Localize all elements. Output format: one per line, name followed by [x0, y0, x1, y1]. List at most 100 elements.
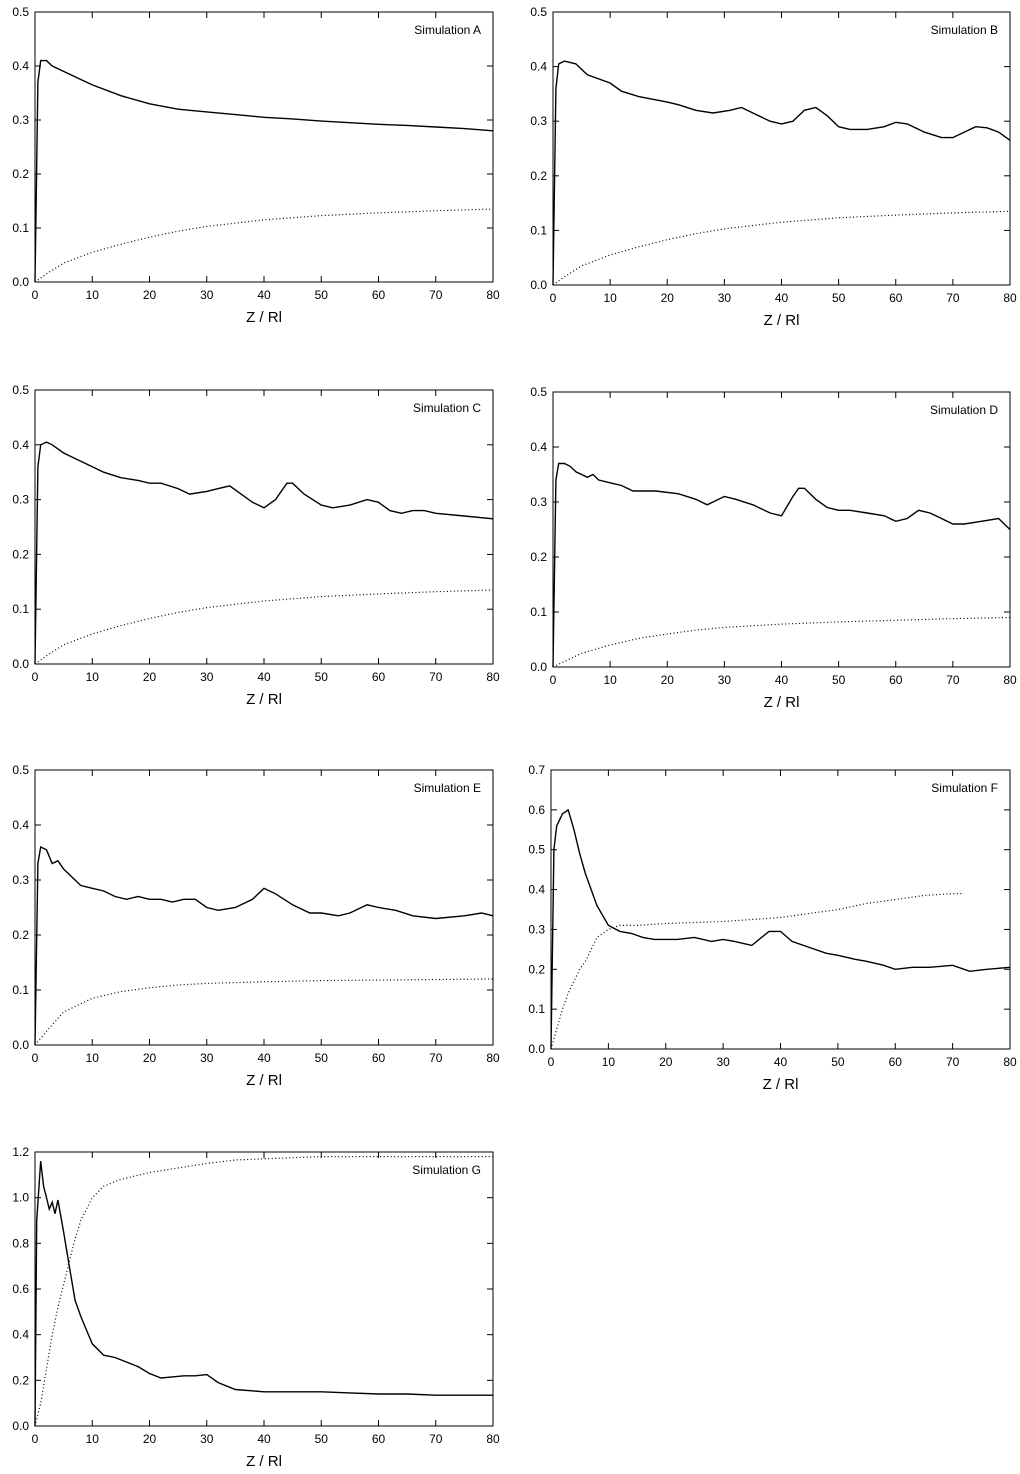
x-tick-label: 10	[86, 670, 100, 684]
dotted-series-line	[552, 210, 1011, 286]
y-tick-label: 0.1	[12, 221, 29, 235]
y-tick-label: 0.5	[530, 385, 547, 399]
x-tick-label: 70	[429, 670, 443, 684]
x-tick-label: 80	[486, 288, 500, 302]
y-tick-label: 0.3	[530, 114, 547, 128]
y-tick-label: 0.4	[12, 1328, 29, 1342]
x-tick-label: 0	[550, 291, 557, 305]
y-tick-label: 0.3	[12, 113, 29, 127]
y-tick-label: 0.0	[12, 1038, 29, 1052]
dotted-series-line	[34, 208, 494, 283]
x-tick-label: 10	[603, 291, 617, 305]
y-tick-label: 0.6	[528, 803, 545, 817]
y-tick-label: 1.0	[12, 1191, 29, 1205]
x-tick-label: 70	[946, 1055, 960, 1069]
x-axis-title: Z / Rl	[763, 1076, 799, 1093]
y-tick-label: 0.0	[528, 1042, 545, 1056]
x-tick-label: 70	[429, 288, 443, 302]
x-tick-label: 50	[832, 673, 846, 687]
y-tick-label: 0.5	[12, 763, 29, 777]
x-tick-label: 40	[774, 1055, 788, 1069]
y-tick-label: 0.3	[530, 495, 547, 509]
x-tick-label: 60	[372, 670, 386, 684]
plot-frame	[552, 391, 1011, 668]
x-tick-label: 30	[718, 291, 732, 305]
x-tick-label: 80	[486, 1432, 500, 1446]
y-tick-label: 0.4	[12, 438, 29, 452]
x-tick-label: 60	[889, 673, 903, 687]
x-tick-label: 70	[429, 1051, 443, 1065]
solid-series-line	[34, 845, 494, 1046]
y-tick-label: 0.2	[12, 167, 29, 181]
x-tick-label: 20	[143, 670, 157, 684]
y-tick-label: 0.1	[528, 1002, 545, 1016]
y-tick-label: 0.2	[530, 550, 547, 564]
panel-title: Simulation E	[414, 781, 481, 795]
x-tick-label: 20	[661, 673, 675, 687]
x-tick-label: 60	[372, 1051, 386, 1065]
y-tick-label: 0.7	[528, 763, 545, 777]
solid-series-line	[552, 60, 1011, 286]
x-tick-label: 40	[257, 288, 271, 302]
x-axis-title: Z / Rl	[246, 691, 282, 708]
x-axis-title: Z / Rl	[246, 1072, 282, 1089]
plot-frame	[34, 769, 494, 1046]
plot-frame	[552, 11, 1011, 286]
x-tick-label: 30	[716, 1055, 730, 1069]
y-tick-label: 0.1	[530, 605, 547, 619]
x-tick-label: 20	[661, 291, 675, 305]
x-tick-label: 10	[86, 1051, 100, 1065]
y-tick-label: 0.2	[12, 547, 29, 561]
panel-title: Simulation A	[414, 23, 481, 37]
y-tick-label: 0.4	[530, 440, 547, 454]
plot-frame	[34, 389, 494, 665]
x-tick-label: 70	[946, 291, 960, 305]
y-tick-label: 0.4	[530, 60, 547, 74]
y-tick-label: 0.5	[530, 5, 547, 19]
chart-panel-3: 0 10 20 30 40 50 60 70 80 0.0 0.1 0.2 0.3 0.4 0.5 Simul…	[530, 385, 1017, 711]
x-tick-label: 10	[603, 673, 617, 687]
x-axis-title: Z / Rl	[246, 1453, 282, 1470]
chart-panel-4: 0 10 20 30 40 50 60 70 80 0.0 0.1 0.2 0.3 0.4 0.5 Simul…	[12, 763, 500, 1089]
y-tick-label: 0.1	[12, 602, 29, 616]
y-tick-label: 0.3	[528, 922, 545, 936]
x-tick-label: 20	[143, 288, 157, 302]
y-tick-label: 0.5	[12, 5, 29, 19]
x-tick-label: 50	[315, 1051, 329, 1065]
chart-panel-5: 0 10 20 30 40 50 60 70 80 0.0 0.1 0.2 0.3 0.4 0.5 0.6 0.…	[528, 763, 1017, 1093]
x-tick-label: 50	[315, 288, 329, 302]
dotted-series-line	[552, 616, 1011, 668]
panel-title: Simulation G	[412, 1163, 481, 1177]
solid-series-line	[552, 462, 1011, 668]
x-tick-label: 50	[315, 1432, 329, 1446]
x-tick-label: 30	[200, 1051, 214, 1065]
x-tick-label: 0	[32, 288, 39, 302]
x-axis-title: Z / Rl	[764, 312, 800, 329]
x-tick-label: 0	[32, 1432, 39, 1446]
panel-title: Simulation D	[930, 403, 998, 417]
x-tick-label: 80	[1003, 291, 1017, 305]
x-tick-label: 50	[831, 1055, 845, 1069]
x-tick-label: 60	[372, 288, 386, 302]
y-tick-label: 0.0	[12, 657, 29, 671]
x-tick-label: 30	[200, 1432, 214, 1446]
x-tick-label: 0	[32, 1051, 39, 1065]
x-tick-label: 20	[143, 1051, 157, 1065]
x-tick-label: 40	[257, 670, 271, 684]
solid-series-line	[34, 441, 494, 665]
x-tick-label: 80	[1003, 673, 1017, 687]
y-tick-label: 0.5	[12, 383, 29, 397]
x-tick-label: 0	[32, 670, 39, 684]
chart-panel-6: 0 10 20 30 40 50 60 70 80 0.0 0.2 0.4 0.6 0.8 1.0 1.2 Si…	[12, 1145, 500, 1470]
panel-title: Simulation B	[931, 23, 998, 37]
x-tick-label: 80	[486, 1051, 500, 1065]
solid-series-line	[34, 59, 494, 283]
panel-title: Simulation C	[413, 401, 481, 415]
plot-frame	[34, 1151, 494, 1427]
x-tick-label: 0	[550, 673, 557, 687]
dotted-series-line	[550, 892, 965, 1050]
chart-panel-0: 0 10 20 30 40 50 60 70 80 0.0 0.1 0.2 0.3 0.4 0.5 Simul…	[12, 5, 500, 326]
chart-panel-1: 0 10 20 30 40 50 60 70 80 0.0 0.1 0.2 0.3 0.4 0.5 Simul…	[530, 5, 1017, 329]
y-tick-label: 0.6	[12, 1282, 29, 1296]
chart-panel-2: 0 10 20 30 40 50 60 70 80 0.0 0.1 0.2 0.3 0.4 0.5 Simul…	[12, 383, 500, 708]
